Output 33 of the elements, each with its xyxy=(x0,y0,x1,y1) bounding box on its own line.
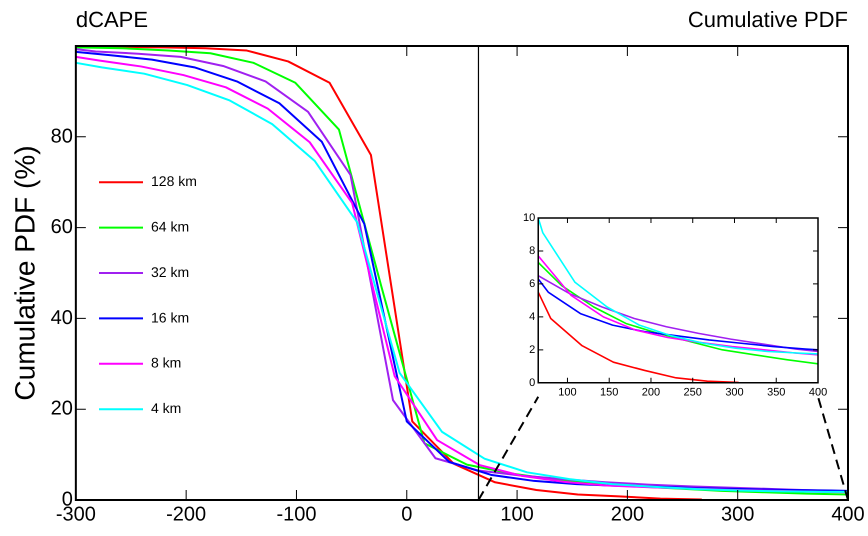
y-tick-label: 8 xyxy=(529,244,536,257)
x-tick-label: 400 xyxy=(808,386,828,398)
x-tick-label: 300 xyxy=(725,386,744,398)
x-tick-label: 150 xyxy=(600,386,618,398)
legend-label: 128 km xyxy=(151,173,197,190)
chart-subtitle: Cumulative PDF xyxy=(688,7,848,32)
x-tick-label: 250 xyxy=(684,386,702,398)
y-tick-label: 10 xyxy=(522,212,536,224)
x-tick-label: 100 xyxy=(500,504,534,526)
y-tick-label: 80 xyxy=(50,125,73,148)
x-tick-label: 100 xyxy=(558,386,577,398)
y-axis-title: Cumulative PDF (%) xyxy=(10,145,41,401)
legend-label: 64 km xyxy=(151,218,190,234)
legend-label: 4 km xyxy=(151,400,182,416)
legend-label: 8 km xyxy=(151,354,182,371)
x-tick-label: 200 xyxy=(610,504,644,526)
x-tick-label: -200 xyxy=(166,504,206,526)
y-tick-label: 20 xyxy=(50,398,73,420)
y-tick-label: 0 xyxy=(529,376,536,389)
y-tick-label: 6 xyxy=(529,278,536,290)
y-tick-label: 60 xyxy=(50,216,73,238)
legend-label: 32 km xyxy=(151,264,190,280)
x-tick-label: 200 xyxy=(642,386,660,398)
y-tick-label: 2 xyxy=(529,344,536,356)
y-tick-label: 40 xyxy=(50,306,73,329)
x-tick-label: -100 xyxy=(276,504,316,526)
legend-label: 16 km xyxy=(151,309,190,326)
x-tick-label: 0 xyxy=(401,504,412,526)
x-tick-label: 300 xyxy=(721,504,754,526)
x-tick-label: 400 xyxy=(831,504,865,526)
y-tick-label: 4 xyxy=(529,310,536,323)
x-tick-label: 350 xyxy=(767,386,786,398)
chart-title: dCAPE xyxy=(76,7,148,32)
